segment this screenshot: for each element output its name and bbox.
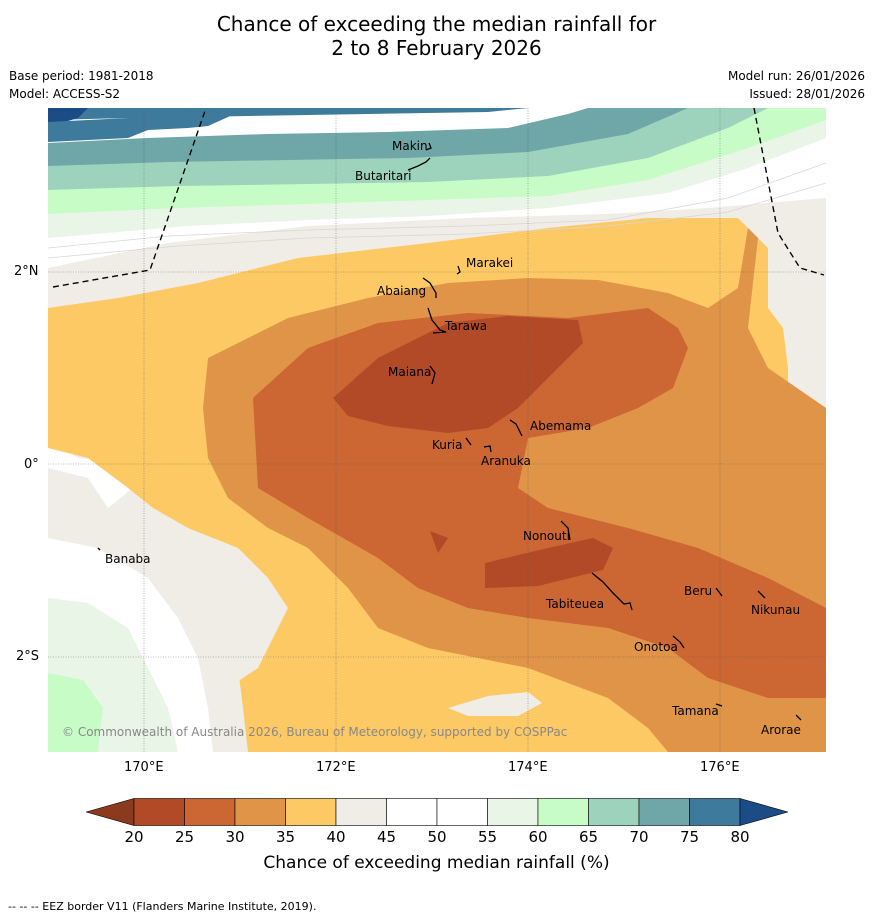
colorbar-segment [588, 798, 640, 826]
label-banaba: Banaba [105, 552, 151, 566]
colorbar-segment [386, 798, 438, 826]
label-marakei: Marakei [466, 256, 513, 270]
colorbar-tick-label: 70 [629, 828, 649, 846]
colorbar-tick-label: 20 [124, 828, 144, 846]
colorbar-segment [335, 798, 387, 826]
label-makin: Makin [392, 139, 428, 153]
colorbar-tick-label: 65 [578, 828, 599, 846]
label-tarawa: Tarawa [444, 319, 487, 333]
colorbar-tick-label: 80 [730, 828, 750, 846]
band-40-45-south [448, 692, 542, 716]
label-kuria: Kuria [432, 438, 463, 452]
colorbar-segment [133, 798, 185, 826]
colorbar-segment [537, 798, 589, 826]
band-75-80-north-b [48, 108, 248, 142]
colorbar-segment [234, 798, 286, 826]
band-60-65-north [48, 108, 826, 214]
lon-tick-176: 176°E [700, 760, 740, 775]
map-title: Chance of exceeding the median rainfall … [0, 12, 873, 60]
colorbar-segment [689, 798, 741, 826]
colorbar-tick-label: 30 [225, 828, 245, 846]
label-tabiteuea: Tabiteuea [545, 597, 604, 611]
island-labels: Makin Butaritari Marakei Abaiang Tarawa … [105, 139, 801, 737]
band-20-25-north [333, 316, 583, 433]
colorbar-segment [487, 798, 539, 826]
contour-line [48, 162, 826, 249]
label-butaritari: Butaritari [355, 169, 412, 183]
title-line-1: Chance of exceeding the median rainfall … [216, 12, 657, 36]
lon-tick-172: 172°E [316, 760, 356, 775]
colorbar-tick-label: 45 [376, 828, 397, 846]
gridlines [48, 108, 826, 752]
title-line-2: 2 to 8 February 2026 [331, 36, 542, 60]
colorbar-segment [638, 798, 690, 826]
island-outlines [97, 142, 802, 721]
band-20-25-spot [430, 531, 448, 553]
label-aranuka: Aranuka [481, 454, 531, 468]
label-arorae: Arorae [761, 723, 801, 737]
label-onotoa: Onotoa [634, 640, 678, 654]
colorbar-extend-high [739, 798, 790, 826]
colorbar-segment [436, 798, 488, 826]
colorbar-segment [285, 798, 337, 826]
lat-tick-0: 0° [24, 457, 39, 472]
label-abemama: Abemama [530, 419, 591, 433]
eez-border-east [753, 108, 825, 276]
colorbar-tick-label: 55 [477, 828, 498, 846]
colorbar-extend-low [84, 798, 135, 826]
colorbar-svg [84, 798, 790, 826]
lon-tick-174: 174°E [508, 760, 548, 775]
label-nikunau: Nikunau [751, 603, 800, 617]
lon-tick-170: 170°E [124, 760, 164, 775]
band-20-25-south [485, 538, 613, 588]
colorbar-tick-label: 60 [528, 828, 548, 846]
colorbar-segment [184, 798, 236, 826]
colorbar-tick-label: 25 [174, 828, 195, 846]
label-maiana: Maiana [388, 365, 431, 379]
lat-tick-2s: 2°S [16, 649, 40, 664]
issued-date: Issued: 28/01/2026 [749, 87, 865, 101]
label-tamana: Tamana [671, 704, 719, 718]
eez-footnote: -- -- -- EEZ border V11 (Flanders Marine… [8, 900, 317, 913]
forecast-map: Makin Butaritari Marakei Abaiang Tarawa … [48, 108, 826, 752]
colorbar [84, 798, 790, 828]
lat-tick-2n: 2°N [14, 264, 39, 279]
model-run: Model run: 26/01/2026 [727, 69, 865, 83]
colorbar-tick-label: 40 [326, 828, 346, 846]
contour-line [48, 182, 826, 259]
label-nonouti: Nonouti [523, 529, 570, 543]
copyright-text: © Commonwealth of Australia 2026, Bureau… [62, 725, 567, 739]
label-abaiang: Abaiang [377, 284, 426, 298]
band-60-65-sw2 [48, 673, 103, 752]
base-period: Base period: 1981-2018 [9, 69, 154, 83]
model-name: Model: ACCESS-S2 [9, 87, 121, 101]
colorbar-label: Chance of exceeding median rainfall (%) [263, 853, 610, 873]
colorbar-tick-label: 75 [679, 828, 700, 846]
eez-border-west [52, 108, 207, 288]
label-beru: Beru [684, 584, 712, 598]
colorbar-tick-label: 35 [275, 828, 296, 846]
band-65-70-north [48, 108, 768, 190]
colorbar-tick-label: 50 [427, 828, 447, 846]
